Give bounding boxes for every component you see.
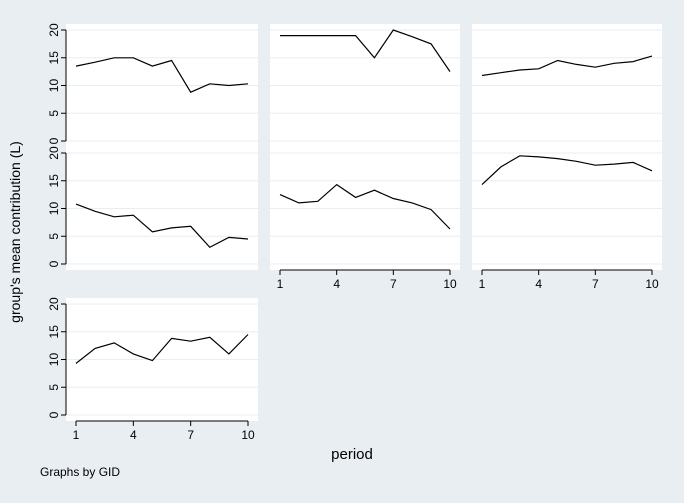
- y-tick-label: 20: [47, 146, 61, 160]
- panel-6: 1 4 7 10: [472, 147, 662, 291]
- series-line: [75, 57, 249, 93]
- panel-2: [270, 24, 460, 147]
- y-tick-label: 10: [47, 79, 61, 93]
- x-tick-label: 4: [130, 428, 137, 442]
- x-axis-title: period: [331, 446, 373, 463]
- y-tick-label: 0: [47, 411, 61, 418]
- x-tick-label: 7: [592, 277, 599, 291]
- y-tick-label: 10: [47, 353, 61, 367]
- y-tick-label: 20: [47, 297, 61, 311]
- series-line: [280, 29, 451, 72]
- series-line: [481, 155, 653, 186]
- series-line: [75, 334, 249, 364]
- x-tick-label: 1: [73, 428, 80, 442]
- x-tick-label: 1: [277, 277, 284, 291]
- graphs-by-note: Graphs by GID: [40, 465, 120, 479]
- x-tick-label: 10: [443, 277, 457, 291]
- panel-3: [472, 24, 662, 147]
- y-tick-label: 10: [47, 202, 61, 216]
- y-tick-label: 0: [47, 137, 61, 144]
- panel-1: 0 5 10 15 20: [47, 23, 258, 147]
- x-tick-label: 7: [187, 428, 194, 442]
- y-tick-label: 20: [47, 23, 61, 37]
- x-tick-label: 7: [390, 277, 397, 291]
- y-tick-label: 15: [47, 174, 61, 188]
- panel-4: 0 5 10 15 20: [47, 146, 258, 270]
- series-line: [279, 183, 451, 230]
- y-tick-label: 5: [47, 233, 61, 240]
- x-tick-label: 1: [479, 277, 486, 291]
- y-axis-title: group's mean contribution (L): [7, 141, 23, 323]
- y-tick-label: 5: [47, 384, 61, 391]
- y-tick-label: 15: [47, 51, 61, 65]
- y-tick-label: 5: [47, 110, 61, 117]
- series-line: [481, 55, 653, 77]
- x-tick-label: 10: [645, 277, 659, 291]
- x-tick-label: 10: [241, 428, 255, 442]
- x-tick-label: 4: [333, 277, 340, 291]
- series-line: [75, 203, 249, 249]
- panel-5: 1 4 7 10: [270, 147, 460, 291]
- x-tick-label: 4: [535, 277, 542, 291]
- y-tick-label: 15: [47, 325, 61, 339]
- y-tick-label: 0: [47, 260, 61, 267]
- panel-7: 0 5 10 15 20 1 4 7 10: [47, 297, 258, 442]
